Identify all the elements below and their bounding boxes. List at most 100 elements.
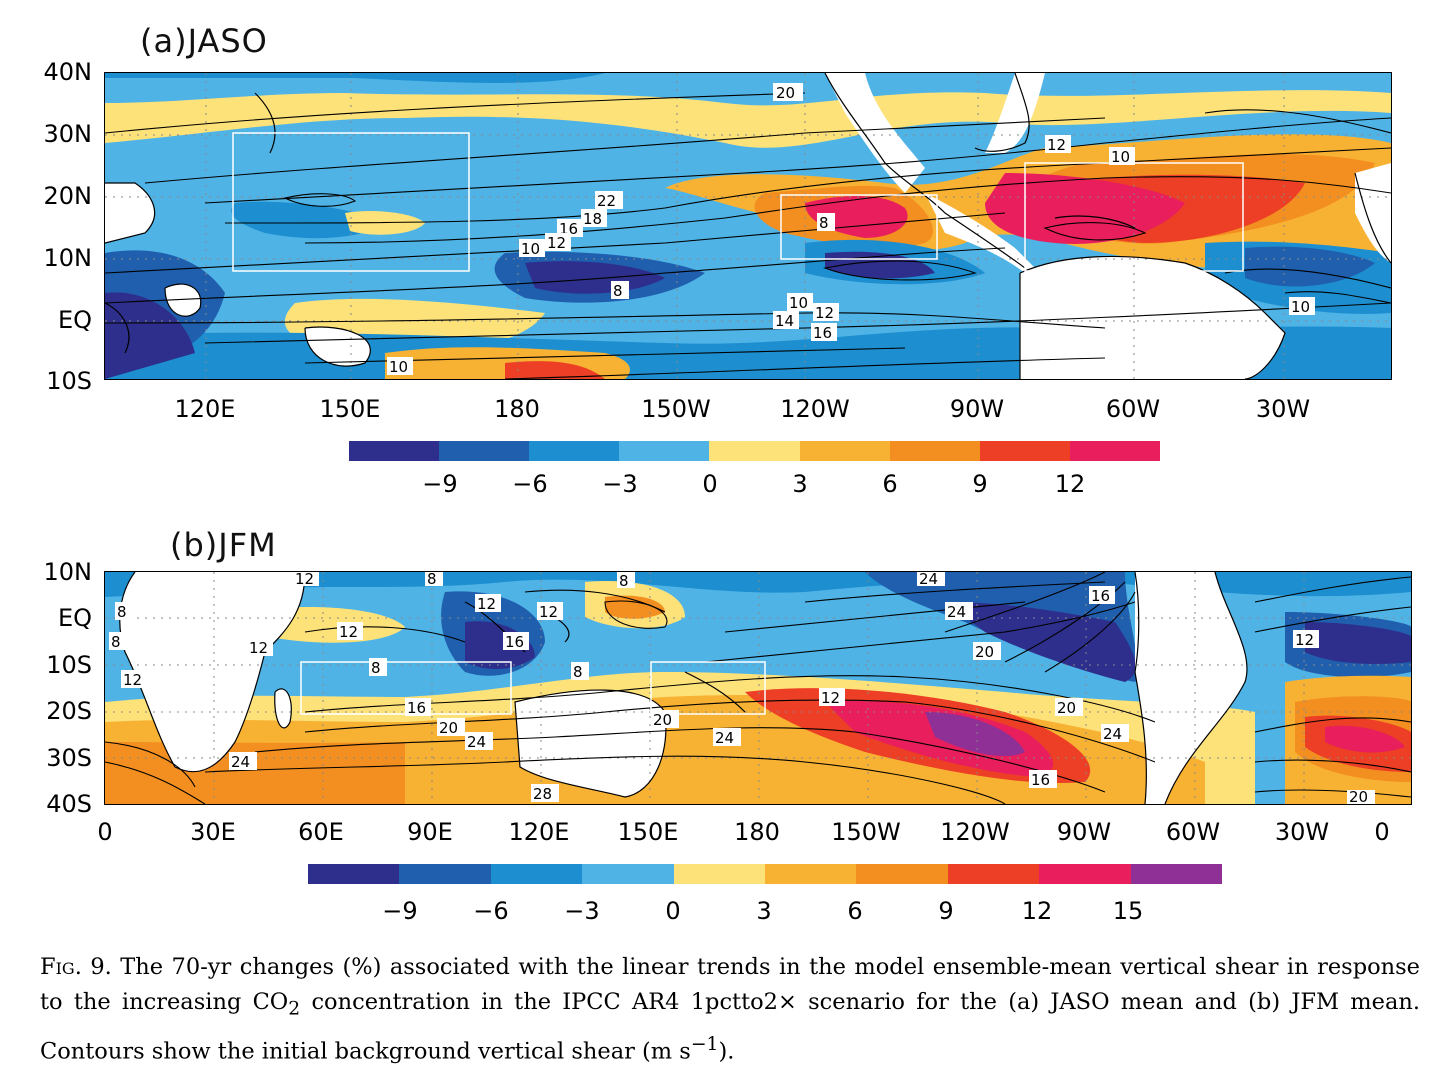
contour-label: 8 xyxy=(427,572,437,588)
x-tick: 0 xyxy=(97,818,113,846)
contour-label: 8 xyxy=(117,603,127,621)
contour-label: 20 xyxy=(1057,699,1076,717)
contour-label: 12 xyxy=(547,234,566,252)
y-tick: 30N xyxy=(43,120,93,148)
panel-b-title: (b)JFM xyxy=(170,526,277,564)
contour-label: 8 xyxy=(613,282,623,300)
y-tick: 10N xyxy=(43,244,93,272)
x-tick: 180 xyxy=(494,395,540,423)
caption-text: concentration in the IPCC AR4 1pctto2× s… xyxy=(40,989,1420,1064)
y-tick: 10S xyxy=(46,367,92,395)
x-tick: 90W xyxy=(1056,818,1112,846)
contour-label: 12 xyxy=(123,671,142,689)
caption-text: ). xyxy=(718,1038,735,1064)
colorbar-swatch xyxy=(619,441,710,461)
x-tick: 120W xyxy=(780,395,850,423)
x-tick: 60W xyxy=(1165,818,1221,846)
colorbar-swatch xyxy=(889,441,980,461)
x-tick: 30W xyxy=(1274,818,1330,846)
contour-label: 10 xyxy=(389,358,408,376)
x-tick: 0 xyxy=(1374,818,1390,846)
figure-label: Fig. 9. xyxy=(40,954,112,980)
contour-label: 20 xyxy=(653,711,672,729)
contour-label: 10 xyxy=(1111,148,1130,166)
contour-label: 22 xyxy=(597,192,616,210)
colorbar-swatch xyxy=(529,441,620,461)
colorbar-swatch xyxy=(349,441,440,461)
colorbar-label: −9 xyxy=(382,897,418,925)
x-tick: 150W xyxy=(641,395,711,423)
contour-label: 12 xyxy=(821,689,840,707)
y-tick: 10N xyxy=(43,558,93,586)
x-tick: 90E xyxy=(407,818,453,846)
x-tick: 150E xyxy=(319,395,381,423)
contour-label: 20 xyxy=(1349,788,1368,804)
colorbar-swatch xyxy=(709,441,800,461)
colorbar-label: 6 xyxy=(882,470,898,498)
colorbar-label: 12 xyxy=(1021,897,1053,925)
contour-label: 28 xyxy=(533,785,552,803)
colorbar-swatch xyxy=(799,441,890,461)
colorbar-swatch xyxy=(582,864,674,884)
colorbar-label: −3 xyxy=(564,897,600,925)
contour-label: 24 xyxy=(1103,725,1122,743)
contour-label: 24 xyxy=(467,733,486,751)
contour-label: 20 xyxy=(439,719,458,737)
contour-label: 10 xyxy=(1291,298,1310,316)
y-tick: EQ xyxy=(57,306,92,334)
contour-label: 12 xyxy=(477,595,496,613)
contour-label: 24 xyxy=(715,729,734,747)
x-tick: 150E xyxy=(617,818,679,846)
panel-a-colorbar xyxy=(349,441,1160,461)
colorbar-label: −6 xyxy=(512,470,548,498)
figure-caption: Fig. 9. The 70-yr changes (%) associated… xyxy=(40,950,1420,1069)
panel-b-map: 12 8 8 24 8 12 12 12 12 24 16 8 16 20 12… xyxy=(104,571,1412,805)
colorbar-label: −3 xyxy=(602,470,638,498)
contour-label: 12 xyxy=(815,304,834,322)
colorbar-label: −9 xyxy=(422,470,458,498)
caption-text: The 70-yr changes (%) associated with th… xyxy=(40,954,1420,1015)
colorbar-label: 0 xyxy=(702,470,718,498)
contour-label: 20 xyxy=(776,84,795,102)
y-tick: 20S xyxy=(46,697,92,725)
contour-label: 16 xyxy=(407,699,426,717)
colorbar-swatch xyxy=(947,864,1040,884)
contour-label: 8 xyxy=(371,659,381,677)
contour-label: 12 xyxy=(539,603,558,621)
colorbar-label: 3 xyxy=(792,470,808,498)
contour-label: 24 xyxy=(231,753,250,771)
contour-label: 24 xyxy=(947,603,966,621)
y-tick: 20N xyxy=(43,182,93,210)
x-tick: 120E xyxy=(508,818,570,846)
panel-b-colorbar xyxy=(308,864,1223,884)
y-tick: EQ xyxy=(57,604,92,632)
contour-label: 12 xyxy=(1295,631,1314,649)
contour-label: 18 xyxy=(583,210,602,228)
colorbar-swatch xyxy=(1069,441,1160,461)
x-tick: 60E xyxy=(298,818,344,846)
contour-label: 16 xyxy=(813,324,832,342)
contour-label: 10 xyxy=(789,294,808,312)
contour-label: 12 xyxy=(249,639,268,657)
colorbar-label: 0 xyxy=(665,897,681,925)
colorbar-label: 9 xyxy=(938,897,954,925)
colorbar-label: −6 xyxy=(473,897,509,925)
colorbar-swatch xyxy=(439,441,530,461)
colorbar-swatch xyxy=(1039,864,1131,884)
contour-label: 8 xyxy=(573,663,583,681)
y-tick: 10S xyxy=(46,651,92,679)
contour-label: 14 xyxy=(775,312,794,330)
y-tick: 30S xyxy=(46,744,92,772)
colorbar-swatch xyxy=(399,864,491,884)
contour-label: 20 xyxy=(975,643,994,661)
x-tick: 120W xyxy=(940,818,1010,846)
contour-label: 8 xyxy=(819,214,829,232)
contour-label: 8 xyxy=(111,633,121,651)
y-tick: 40N xyxy=(43,58,93,86)
caption-superscript: −1 xyxy=(690,1033,719,1055)
colorbar-swatch xyxy=(765,864,857,884)
x-tick: 60W xyxy=(1105,395,1161,423)
contour-label: 16 xyxy=(505,633,524,651)
colorbar-swatch xyxy=(673,864,766,884)
x-tick: 120E xyxy=(174,395,236,423)
